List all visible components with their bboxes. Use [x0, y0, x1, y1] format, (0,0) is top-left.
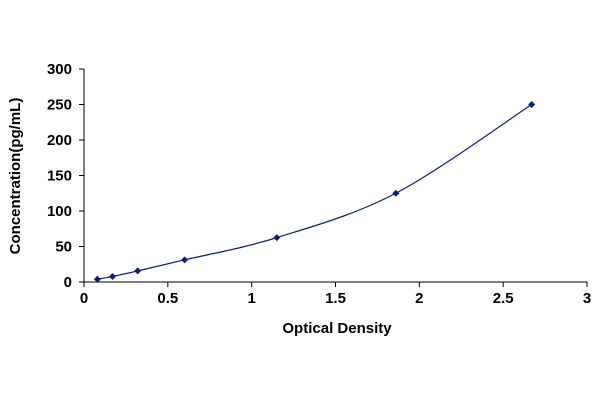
data-point: [109, 272, 117, 280]
x-tick-label: 2.5: [493, 290, 514, 307]
y-tick-label: 300: [47, 61, 72, 78]
data-point: [528, 101, 536, 108]
data-point: [273, 234, 281, 242]
x-tick-label: 0: [80, 290, 88, 307]
y-tick-label: 100: [47, 203, 72, 220]
x-tick-label: 1: [247, 290, 255, 307]
y-tick-label: 250: [47, 97, 72, 114]
x-axis-title: Optical Density: [282, 320, 392, 337]
axes: [79, 68, 588, 287]
y-tick-label: 50: [55, 239, 72, 256]
y-axis-title: Concentration(pg/mL): [7, 98, 24, 255]
y-tick-label: 0: [64, 274, 72, 291]
y-tick-label: 150: [47, 168, 72, 185]
data-point: [181, 256, 189, 264]
tick-labels: 0 0.5 1 1.5 2 2.5 3 0 50 100 150 200 250 300: [47, 61, 591, 307]
series-line: [97, 103, 532, 280]
x-tick-label: 2: [415, 290, 423, 307]
data-point: [93, 275, 101, 283]
y-tick-label: 200: [47, 132, 72, 149]
x-tick-label: 3: [583, 290, 591, 307]
x-tick-label: 0.5: [157, 290, 178, 307]
data-point: [392, 189, 400, 197]
points-layer: [93, 101, 536, 283]
curve-layer: [97, 103, 532, 280]
x-tick-label: 1.5: [325, 290, 346, 307]
data-point: [134, 267, 142, 275]
